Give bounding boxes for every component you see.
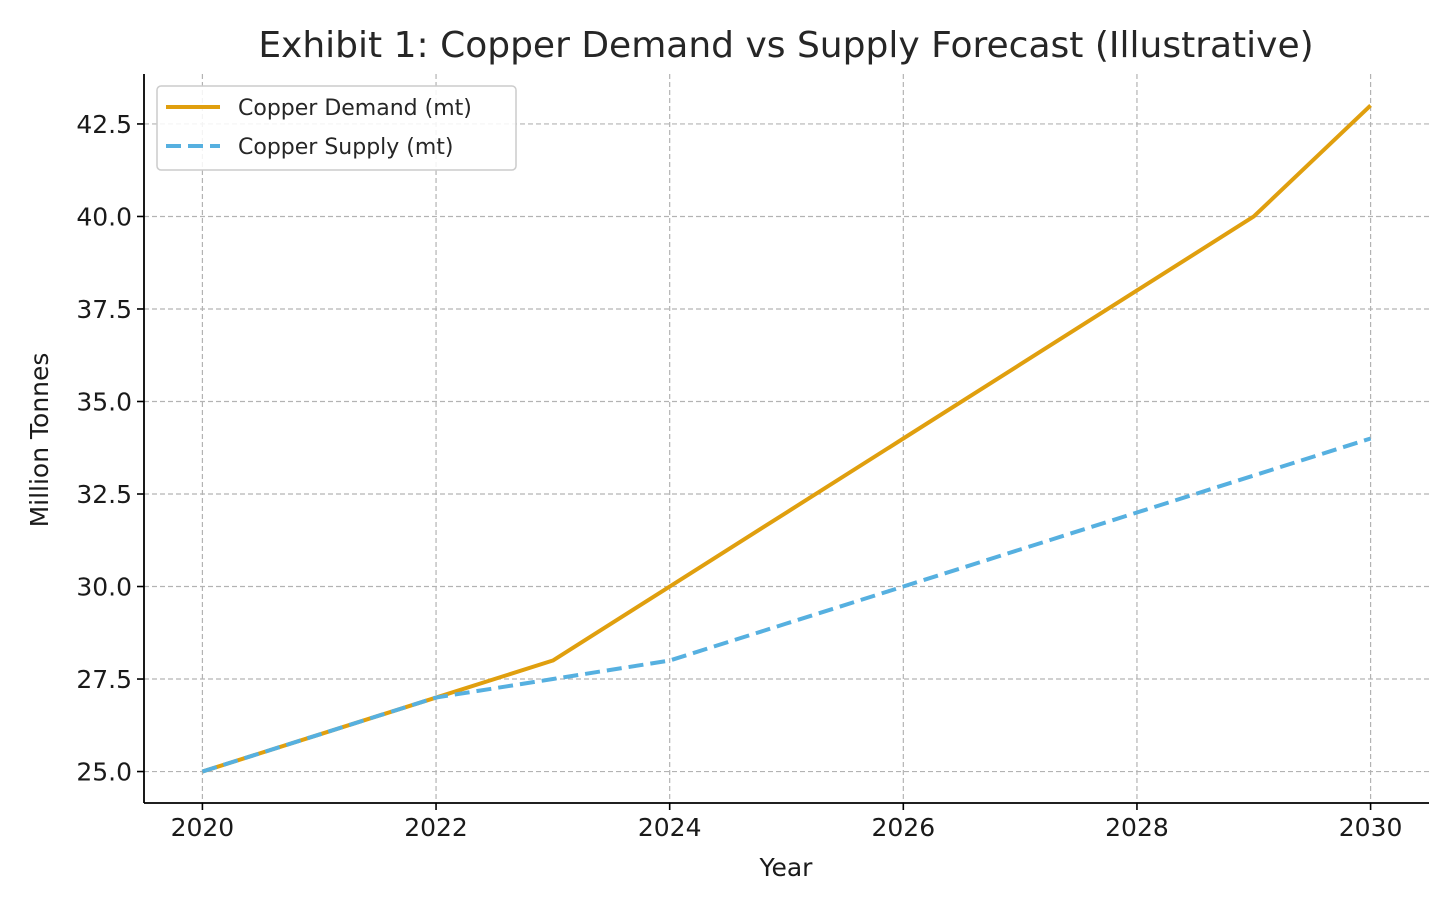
- legend-label-supply: Copper Supply (mt): [238, 135, 454, 160]
- x-tick-label: 2020: [171, 813, 235, 842]
- y-tick-label: 37.5: [76, 295, 132, 324]
- x-tick-label: 2022: [404, 813, 468, 842]
- axes: [137, 74, 1429, 810]
- y-tick-label: 35.0: [76, 387, 132, 416]
- y-tick-label: 25.0: [76, 758, 132, 787]
- legend-box: [156, 85, 517, 171]
- legend: Copper Demand (mt) Copper Supply (mt): [156, 85, 517, 171]
- y-tick-label: 32.5: [76, 480, 132, 509]
- grid: [144, 74, 1429, 803]
- x-tick-label: 2028: [1105, 813, 1169, 842]
- y-tick-label: 40.0: [76, 202, 132, 231]
- y-axis-label: Million Tonnes: [25, 353, 54, 528]
- x-tick-label: 2030: [1339, 813, 1403, 842]
- legend-label-demand: Copper Demand (mt): [238, 96, 472, 121]
- x-tick-label: 2026: [872, 813, 936, 842]
- y-tick-label: 42.5: [76, 110, 132, 139]
- supply-line: [201, 436, 1372, 774]
- x-tick-label: 2024: [638, 813, 702, 842]
- series-lines: [201, 104, 1372, 774]
- x-axis-label: Year: [759, 853, 814, 882]
- demand-line: [201, 104, 1372, 774]
- y-tick-label: 30.0: [76, 573, 132, 602]
- chart-title: Exhibit 1: Copper Demand vs Supply Forec…: [258, 25, 1313, 66]
- y-tick-label: 27.5: [76, 665, 132, 694]
- tick-labels: 2020 2022 2024 2026 2028 2030 25.0 27.5 30.0 32.5…: [76, 110, 1402, 842]
